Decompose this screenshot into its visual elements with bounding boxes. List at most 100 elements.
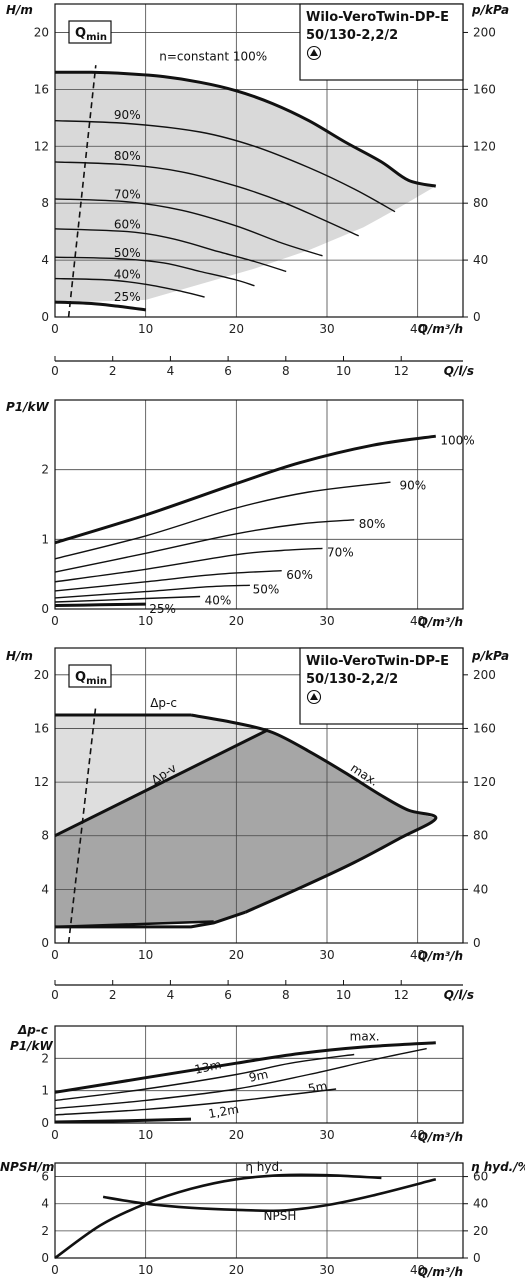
right-tick-label: 0	[473, 310, 481, 324]
x-tick-label: 10	[138, 1128, 153, 1142]
curve-nconstant100	[54, 70, 437, 188]
y-right-axis-label: p/kPa	[471, 649, 509, 663]
x-tick-label: 0	[51, 322, 59, 336]
control-power-curve-12m	[54, 1117, 192, 1124]
y-tick-label: 8	[41, 196, 49, 210]
min-curve	[54, 920, 214, 929]
flow-axis-tick-label: 10	[336, 988, 351, 1002]
y-tick-label: 2	[41, 1051, 49, 1065]
y-right-axis-label: η hyd./%	[471, 1160, 525, 1174]
x-tick-label: 30	[319, 1263, 334, 1277]
curve-25	[54, 300, 146, 312]
plot-frame	[54, 1025, 464, 1124]
dpv-line	[54, 728, 269, 838]
curve-70	[54, 198, 323, 257]
curve-80	[54, 161, 359, 237]
y-axis-label: P1/kW	[6, 400, 50, 414]
flow-axis-label: Q/l/s	[444, 988, 474, 1002]
flow-axis-tick-label: 8	[282, 988, 290, 1002]
x-axis-label: Q/m³/h	[418, 615, 463, 629]
pump-triangle-icon	[310, 49, 318, 56]
y-tick-label: 20	[34, 25, 49, 39]
y-tick-label: 2	[41, 463, 49, 477]
flow-axis-tick-label: 6	[224, 988, 232, 1002]
power-curve-50	[54, 584, 250, 599]
power-curve-100	[54, 434, 437, 545]
y-axis-label: P1/kW	[10, 1039, 54, 1053]
title-line-2: 50/130-2,2/2	[306, 28, 398, 43]
x-tick-label: 0	[51, 1263, 59, 1277]
y-tick-label: 12	[34, 775, 49, 789]
right-tick-label: 160	[473, 721, 496, 735]
right-tick-label: 20	[473, 1224, 488, 1238]
flow-axis-tick-label: 6	[224, 364, 232, 378]
title-line-1: Wilo-VeroTwin-DP-E	[306, 654, 449, 669]
right-tick-label: 40	[473, 882, 488, 896]
power-curve-25	[54, 602, 146, 607]
x-axis-label: Q/m³/h	[418, 949, 463, 963]
right-tick-label: 80	[473, 196, 488, 210]
flow-axis-label: Q/l/s	[444, 364, 474, 378]
x-axis-label: Q/m³/h	[418, 1130, 463, 1144]
x-tick-label: 10	[138, 322, 153, 336]
control-power-label: 9m	[248, 1067, 270, 1085]
y-tick-label: 2	[41, 1224, 49, 1238]
curve-label: 70%	[114, 188, 141, 202]
control-power-label: max.	[350, 1030, 380, 1044]
curve-label: 40%	[114, 267, 141, 281]
right-tick-label: 40	[473, 1197, 488, 1211]
x-tick-label: 30	[319, 614, 334, 628]
curve-label: 80%	[114, 149, 141, 163]
title-line-2: 50/130-2,2/2	[306, 672, 398, 687]
x-tick-label: 30	[319, 322, 334, 336]
qmin-subscript: min	[86, 676, 107, 687]
power-curve-60	[54, 570, 282, 592]
power-curve-label: 80%	[359, 517, 386, 531]
curve-50	[54, 256, 255, 287]
control-power-curve-5m	[54, 1088, 337, 1116]
y-tick-label: 4	[41, 253, 49, 267]
plot-frame	[54, 1162, 464, 1259]
npsh-label: NPSH	[264, 1209, 297, 1223]
right-tick-label: 40	[473, 253, 488, 267]
y-tick-label: 1	[41, 1084, 49, 1098]
x-tick-label: 40	[410, 1128, 425, 1142]
efficiency-curve	[54, 1173, 382, 1260]
x-tick-label: 20	[229, 322, 244, 336]
right-tick-label: 200	[473, 25, 496, 39]
right-tick-label: 80	[473, 829, 488, 843]
x-tick-label: 0	[51, 614, 59, 628]
power-curve-80	[54, 519, 355, 573]
y-tick-label: 4	[41, 882, 49, 896]
right-tick-label: 60	[473, 1170, 488, 1184]
curve-label: 25%	[114, 290, 141, 304]
efficiency-label: η hyd.	[245, 1160, 283, 1174]
flow-axis-tick-label: 8	[282, 364, 290, 378]
pump-triangle-icon	[310, 693, 318, 700]
y-tick-label: 12	[34, 139, 49, 153]
power-curve-label: 60%	[286, 568, 313, 582]
title-box	[299, 3, 464, 81]
curve-label: 90%	[114, 108, 141, 122]
x-tick-label: 40	[410, 322, 425, 336]
flow-axis-tick-label: 2	[109, 364, 117, 378]
curve-label: 60%	[114, 218, 141, 232]
operating-region	[55, 72, 436, 303]
y-axis-label-top: Δp-c	[17, 1023, 48, 1037]
power-curve-90	[54, 481, 391, 560]
control-power-label: 5m	[307, 1079, 328, 1096]
dpc-label: Δp-c	[150, 696, 177, 710]
flow-axis-tick-label: 2	[109, 988, 117, 1002]
y-tick-label: 1	[41, 532, 49, 546]
max-curve	[190, 713, 438, 914]
control-power-curve-9m	[54, 1047, 427, 1110]
right-tick-label: 0	[473, 936, 481, 950]
right-tick-label: 200	[473, 668, 496, 682]
y-right-axis-label: p/kPa	[471, 3, 509, 17]
flow-axis-tick-label: 0	[51, 364, 59, 378]
right-tick-label: 0	[473, 1251, 481, 1265]
dpv-region	[55, 729, 436, 927]
flow-axis-tick-label: 4	[167, 364, 175, 378]
power-curve-70	[54, 547, 323, 583]
